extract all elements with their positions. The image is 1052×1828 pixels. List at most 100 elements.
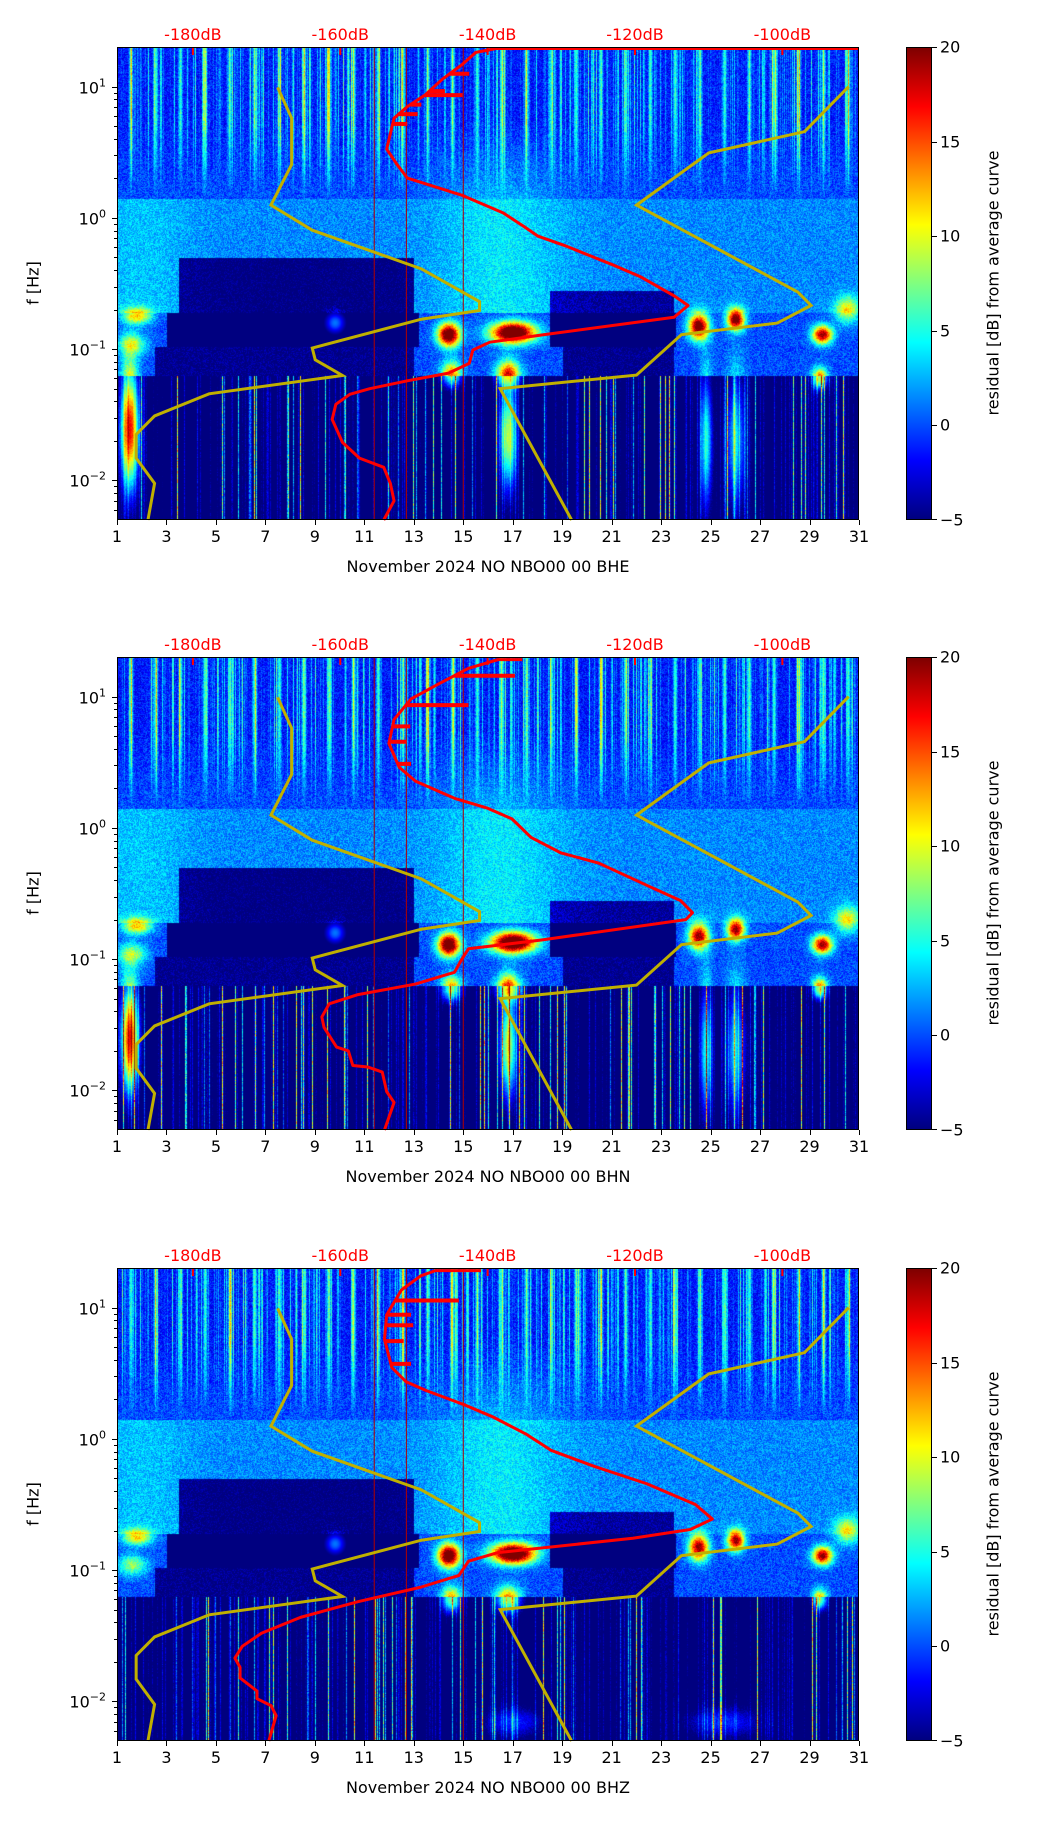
y-minor-tick bbox=[114, 1336, 117, 1338]
top-axis-db-label: -140dB bbox=[458, 635, 517, 654]
colorbar-tick-label: 15 bbox=[940, 742, 961, 762]
y-minor-tick bbox=[114, 178, 117, 180]
x-tick-mark bbox=[661, 520, 663, 525]
colorbar-tick-mark bbox=[932, 1646, 937, 1648]
y-minor-tick bbox=[114, 1444, 117, 1446]
x-tick-mark bbox=[809, 520, 811, 525]
curve-overlay bbox=[134, 657, 850, 1131]
y-minor-tick bbox=[114, 1110, 117, 1112]
y-tick-label: 100 bbox=[79, 817, 106, 838]
x-tick-mark bbox=[611, 520, 613, 525]
x-tick-mark bbox=[809, 1741, 811, 1746]
colorbar-tick-label: −5 bbox=[940, 1731, 964, 1751]
top-axis-db-label: -120dB bbox=[606, 635, 664, 654]
y-minor-tick bbox=[114, 286, 117, 288]
x-tick-mark bbox=[314, 1130, 316, 1135]
spectrogram-plot-area bbox=[117, 1268, 859, 1742]
colorbar-tick-mark bbox=[932, 940, 937, 942]
y-minor-tick bbox=[114, 223, 117, 225]
x-tick-label: 25 bbox=[700, 527, 721, 546]
x-axis-label: November 2024 NO NBO00 00 BHE bbox=[346, 557, 630, 576]
colorbar-tick-mark bbox=[932, 425, 937, 427]
y-minor-tick bbox=[114, 493, 117, 495]
y-minor-tick bbox=[114, 833, 117, 835]
colorbar-label: residual [dB] from average curve bbox=[983, 150, 1003, 416]
y-minor-tick bbox=[114, 1638, 117, 1640]
y-minor-tick bbox=[114, 500, 117, 502]
top-axis-db-label: -180dB bbox=[164, 1246, 222, 1265]
y-minor-tick bbox=[114, 919, 117, 921]
y-minor-tick bbox=[114, 896, 117, 898]
x-tick-label: 27 bbox=[749, 1748, 771, 1767]
y-tick-exponent: −2 bbox=[89, 1690, 106, 1704]
top-axis-db-label: -140dB bbox=[458, 25, 517, 44]
y-tick-mark bbox=[112, 1307, 117, 1309]
y-tick-label: 101 bbox=[79, 1297, 106, 1318]
y-axis-label: f [Hz] bbox=[23, 261, 43, 305]
y-minor-tick bbox=[114, 702, 117, 704]
y-minor-tick bbox=[114, 848, 117, 850]
colorbar-tick-mark bbox=[932, 1129, 937, 1130]
x-tick-label: 15 bbox=[453, 1137, 474, 1156]
y-tick-mark bbox=[112, 827, 117, 829]
y-tick-label: 101 bbox=[79, 76, 106, 97]
x-tick-label: 5 bbox=[210, 1137, 222, 1156]
x-tick-mark bbox=[117, 1130, 118, 1135]
x-tick-mark bbox=[562, 1741, 564, 1746]
x-tick-mark bbox=[215, 1130, 217, 1135]
top-axis-db-label: -100dB bbox=[753, 635, 812, 654]
y-minor-tick bbox=[114, 1730, 117, 1732]
y-minor-tick bbox=[114, 971, 117, 973]
y-tick-label: 10−1 bbox=[69, 949, 106, 970]
y-minor-tick bbox=[114, 1103, 117, 1105]
y-tick-base: 10 bbox=[69, 1692, 90, 1712]
y-minor-tick bbox=[114, 1721, 117, 1723]
spectrogram-panel-bhz: f [Hz] November 2024 NO NBO00 00 BHZ res… bbox=[0, 1246, 1052, 1828]
x-tick-mark bbox=[215, 1741, 217, 1746]
top-axis-db-label: -180dB bbox=[164, 635, 222, 654]
y-tick-mark bbox=[112, 480, 117, 482]
y-tick-exponent: 0 bbox=[99, 207, 106, 221]
y-minor-tick bbox=[114, 736, 117, 738]
y-tick-base: 10 bbox=[69, 471, 90, 491]
colorbar-tick-mark bbox=[932, 236, 937, 238]
x-tick-label: 25 bbox=[700, 1748, 721, 1767]
x-tick-mark bbox=[364, 520, 366, 525]
spectrogram-heatmap bbox=[117, 1268, 859, 1741]
y-minor-tick bbox=[114, 1320, 117, 1322]
x-tick-mark bbox=[859, 1741, 860, 1746]
top-axis-db-label: -160dB bbox=[311, 1246, 369, 1265]
y-minor-tick bbox=[114, 1313, 117, 1315]
y-minor-tick bbox=[114, 1478, 117, 1480]
colorbar-tick-label: 20 bbox=[940, 37, 961, 57]
y-tick-base: 10 bbox=[69, 340, 90, 360]
colorbar-tick-label: 5 bbox=[940, 321, 951, 341]
y-minor-tick bbox=[114, 1622, 117, 1624]
x-tick-mark bbox=[463, 520, 465, 525]
x-tick-mark bbox=[512, 520, 514, 525]
x-tick-label: 15 bbox=[453, 527, 474, 546]
x-tick-label: 9 bbox=[309, 527, 320, 546]
x-tick-label: 27 bbox=[749, 1137, 771, 1156]
x-tick-label: 31 bbox=[848, 1137, 870, 1156]
x-tick-mark bbox=[661, 1130, 663, 1135]
y-tick-exponent: 0 bbox=[99, 1428, 106, 1442]
y-minor-tick bbox=[114, 257, 117, 259]
y-minor-tick bbox=[114, 856, 117, 858]
y-tick-mark bbox=[112, 696, 117, 698]
y-minor-tick bbox=[114, 1530, 117, 1532]
y-minor-tick bbox=[114, 998, 117, 1000]
y-tick-mark bbox=[112, 1701, 117, 1703]
y-minor-tick bbox=[114, 867, 117, 869]
y-tick-base: 10 bbox=[78, 688, 99, 708]
y-minor-tick bbox=[114, 270, 117, 272]
colorbar-tick-label: 15 bbox=[940, 132, 961, 152]
x-tick-label: 29 bbox=[799, 527, 820, 546]
y-minor-tick bbox=[114, 1359, 117, 1361]
x-tick-mark bbox=[760, 1741, 762, 1746]
colorbar-tick-mark bbox=[932, 1362, 937, 1364]
y-minor-tick bbox=[114, 1491, 117, 1493]
y-minor-tick bbox=[114, 1347, 117, 1349]
x-tick-mark bbox=[117, 520, 118, 525]
y-tick-mark bbox=[112, 86, 117, 88]
